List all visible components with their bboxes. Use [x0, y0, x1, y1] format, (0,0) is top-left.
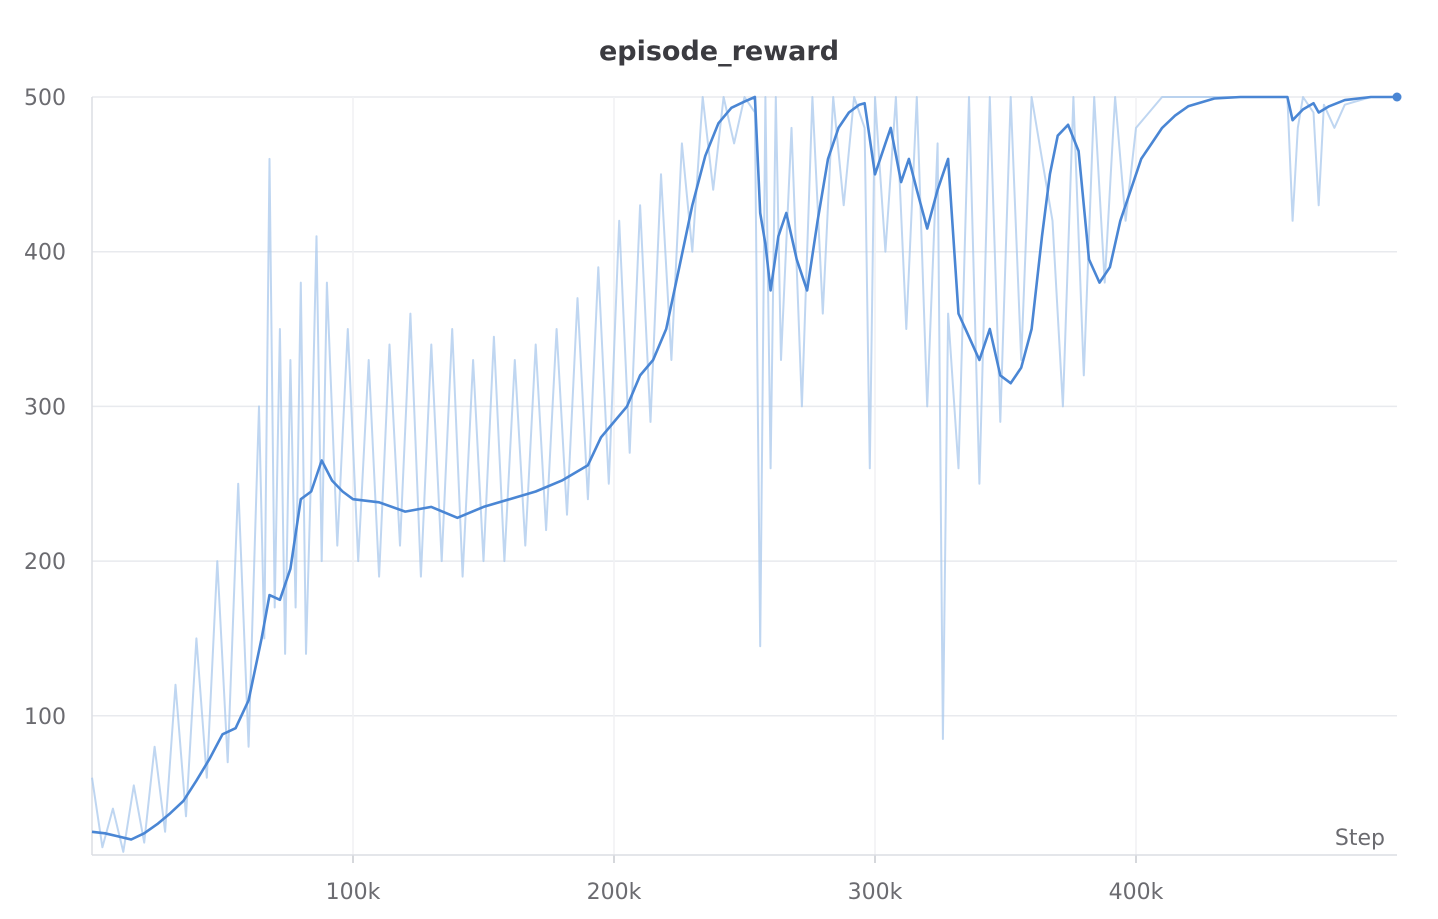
- raw-series-line: [91, 96, 1397, 853]
- smoothed-series-line: [91, 95, 1397, 841]
- x-tick-label: 400k: [1109, 880, 1164, 905]
- x-tick-label: 200k: [587, 880, 642, 905]
- x-tick-label: 300k: [848, 880, 903, 905]
- y-tick-label: 200: [24, 550, 66, 575]
- series-end-point: [1392, 92, 1402, 102]
- y-tick-label: 300: [24, 395, 66, 420]
- y-tick-label: 500: [24, 86, 66, 111]
- y-tick-label: 100: [24, 705, 66, 730]
- y-tick-label: 400: [24, 241, 66, 266]
- x-axis-title: Step: [1335, 826, 1385, 851]
- chart-title: episode_reward: [598, 36, 840, 67]
- x-tick-label: 100k: [326, 880, 381, 905]
